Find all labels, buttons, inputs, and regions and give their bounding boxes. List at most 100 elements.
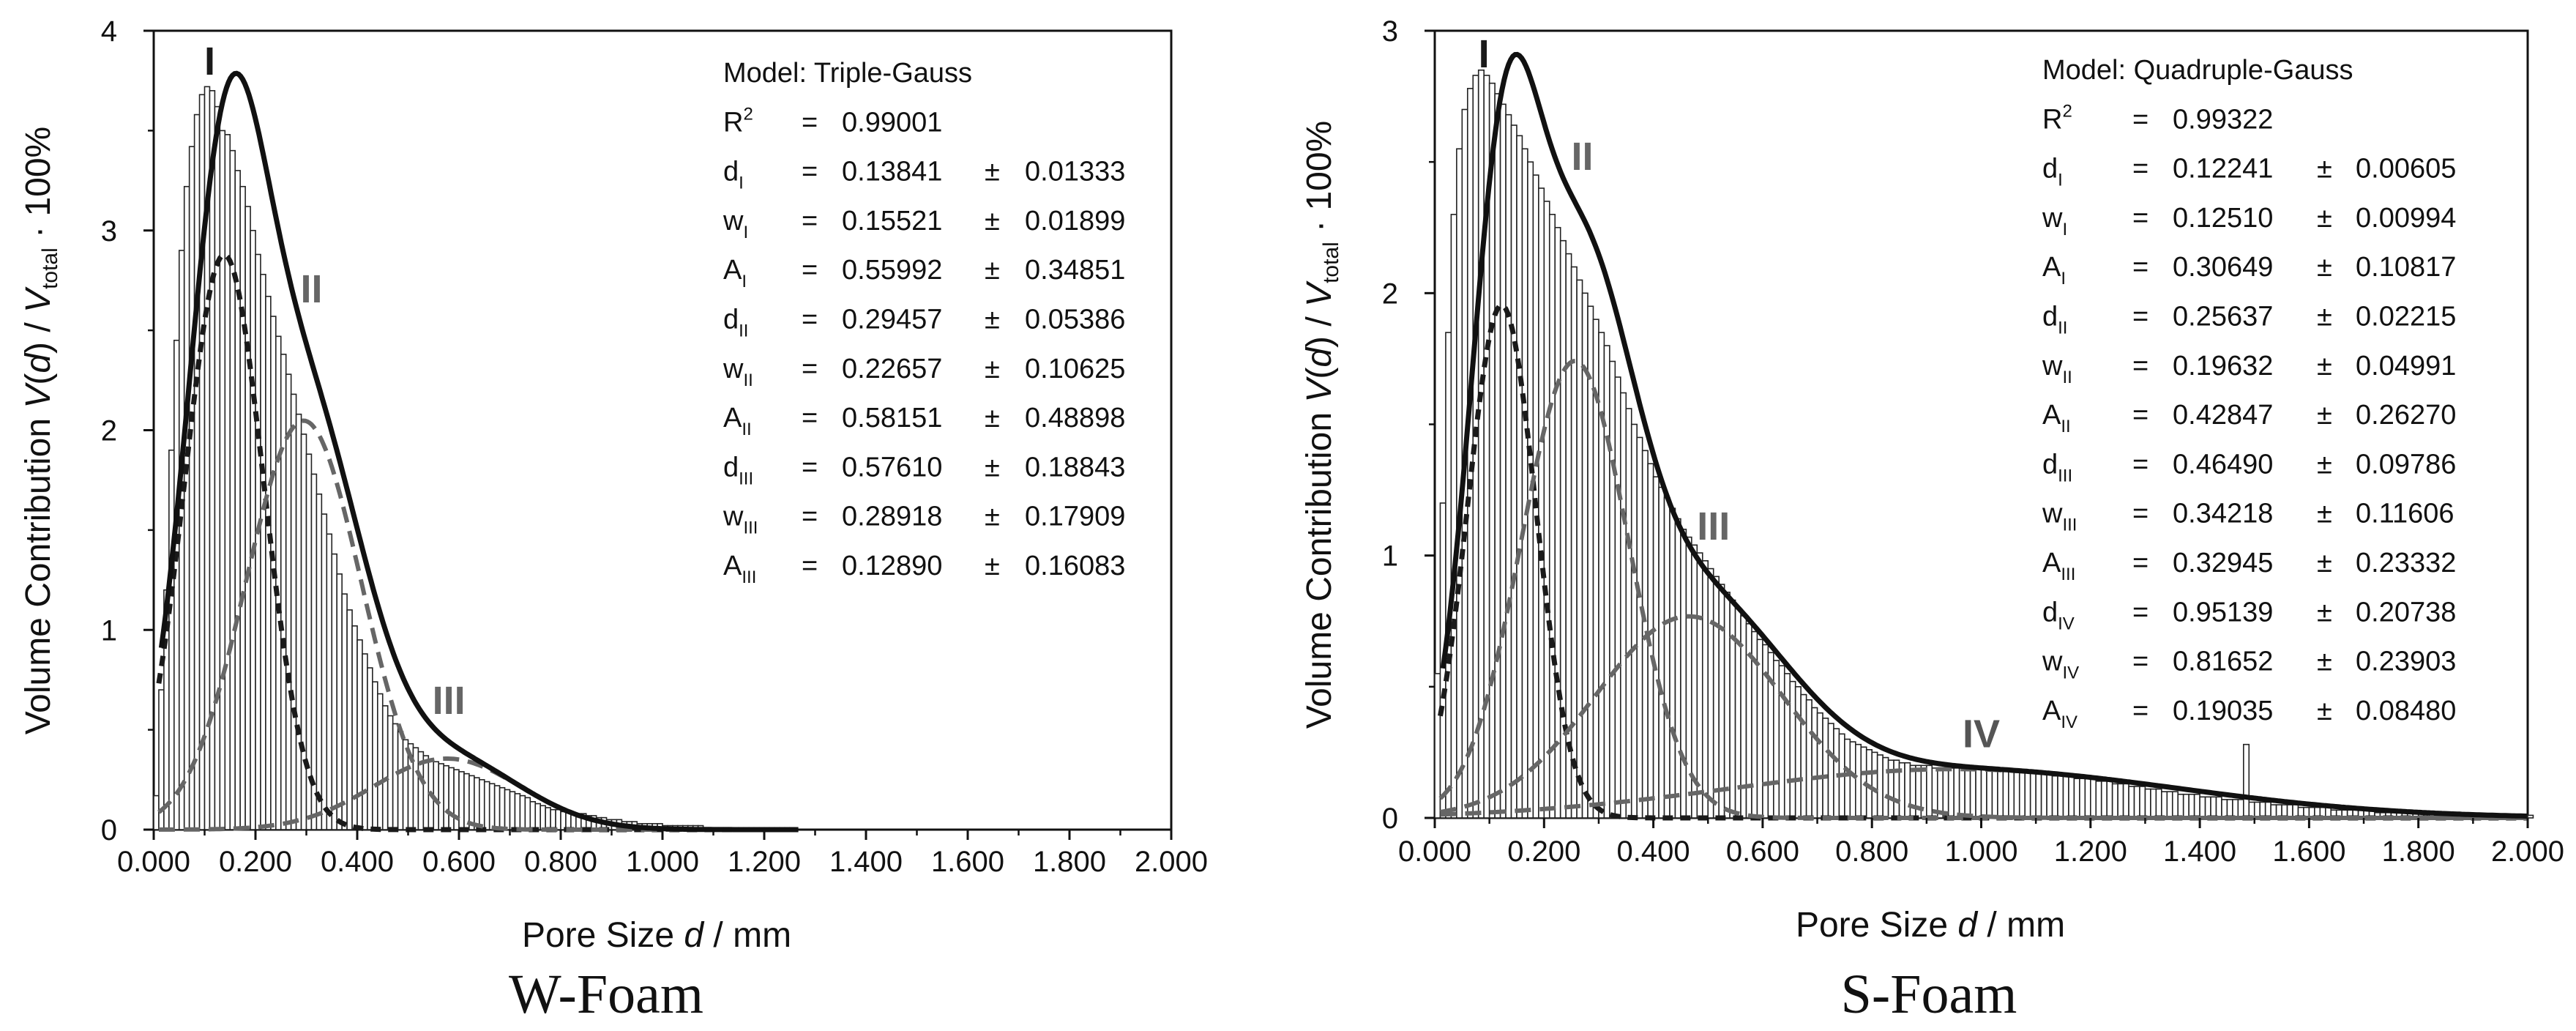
total-fit-curve-group (158, 70, 799, 833)
histogram-bar (1521, 148, 1528, 819)
histogram-bar (356, 639, 363, 830)
param-value: 0.55992 (842, 255, 942, 286)
histogram-bar (1783, 673, 1791, 819)
histogram-bar (1997, 770, 2004, 819)
param-plus-minus: ± (2317, 449, 2332, 480)
histogram-bar (2100, 781, 2108, 819)
y-ticks: 0 1 2 3 (1382, 15, 1435, 835)
x-tick-label: 1.400 (829, 846, 903, 878)
histogram-bar (1942, 767, 1949, 819)
param-equals: = (2132, 499, 2148, 529)
histogram-bar (2057, 775, 2064, 819)
param-error: 0.00605 (2356, 154, 2456, 185)
histogram-bar (2040, 773, 2047, 819)
histogram-bar (1680, 529, 1687, 819)
histogram-bar (2068, 775, 2075, 819)
param-error: 0.18843 (1025, 452, 1125, 483)
r-squared-value: 0.99322 (2173, 104, 2273, 135)
histogram-bar (2024, 770, 2031, 819)
x-tick-label: 1.600 (2272, 835, 2345, 868)
x-tick-label: 0.600 (1726, 835, 1799, 868)
param-value: 0.12241 (2173, 154, 2273, 185)
param-error: 0.09786 (2356, 449, 2456, 480)
y-tick-label: 1 (1382, 540, 1398, 573)
param-error: 0.10817 (2356, 252, 2456, 283)
histogram-bar (1849, 741, 1856, 819)
histogram-bar (2226, 799, 2233, 819)
histogram-bar (509, 791, 516, 830)
histogram-bar (1663, 497, 1670, 819)
histogram-bar (1909, 764, 1916, 819)
param-error: 0.00994 (2356, 203, 2456, 234)
histogram-bar (1926, 764, 1933, 819)
param-plus-minus: ± (985, 157, 1000, 187)
chart-caption: W-Foam (509, 964, 703, 1025)
histogram-bar (422, 755, 430, 830)
histogram-bar (2106, 781, 2113, 819)
histogram-bar (2029, 773, 2036, 819)
param-symbol: wIV (2042, 647, 2079, 683)
histogram-bar (336, 573, 343, 830)
histogram-bar (1630, 423, 1638, 819)
x-ticks: 0.000 0.200 0.400 0.600 0.800 1.000 1.200 1.400… (1398, 818, 2564, 868)
param-equals: = (2132, 154, 2148, 185)
x-tick-label: 0.600 (422, 846, 496, 878)
x-tick-label: 1.800 (2382, 835, 2455, 868)
param-plus-minus: ± (2317, 154, 2332, 185)
param-equals: = (2132, 351, 2148, 381)
param-equals: = (802, 354, 818, 384)
histogram-bar (1811, 707, 1818, 819)
histogram-bar (1855, 743, 1862, 819)
histogram-bar (1871, 751, 1878, 819)
histogram-bar (168, 449, 175, 830)
histogram-bar (2232, 799, 2239, 819)
histogram-bar (1701, 560, 1709, 819)
histogram-bar (1499, 103, 1507, 819)
param-error: 0.23332 (2356, 548, 2456, 578)
param-plus-minus: ± (2317, 302, 2332, 332)
y-tick-label: 1 (101, 614, 117, 647)
histogram-bar (555, 808, 561, 830)
histogram-bar (448, 767, 455, 830)
histogram-bar (1964, 767, 1971, 819)
param-equals: = (2132, 548, 2148, 578)
histogram-bar (2171, 791, 2179, 819)
histogram-bar (560, 811, 567, 830)
param-plus-minus: ± (985, 354, 1000, 384)
histogram-bar (540, 805, 546, 830)
histogram-bar (1554, 226, 1561, 819)
histogram-bar (493, 785, 501, 830)
histogram-bar (1778, 665, 1785, 819)
histogram-bar (488, 783, 496, 830)
histogram-bar (1548, 214, 1556, 819)
param-equals: = (802, 403, 818, 433)
param-value: 0.34218 (2173, 499, 2273, 529)
histogram-bar (1532, 174, 1539, 819)
histogram-bar (1882, 756, 1889, 819)
y-axis-label: Volume Contribution V(d) / Vtotal · 100% (1300, 121, 1343, 729)
y-tick-label: 3 (101, 215, 117, 247)
histogram-bar (1876, 754, 1884, 819)
histogram-bar (1969, 767, 1976, 819)
param-symbol: dI (723, 157, 744, 193)
histogram-bar (504, 789, 511, 830)
histogram-bar (239, 185, 246, 830)
y-tick-label: 0 (101, 814, 117, 846)
histogram-bar (2177, 793, 2184, 819)
x-tick-label: 2.000 (1135, 846, 1208, 878)
histogram-bar (376, 693, 384, 830)
total-fit-curve (158, 70, 799, 833)
param-symbol: dIII (2042, 449, 2072, 485)
histogram-bar (2150, 788, 2157, 819)
x-tick-label: 0.800 (524, 846, 597, 878)
param-plus-minus: ± (2317, 696, 2332, 726)
histogram-bar (244, 206, 251, 830)
histogram-bar (367, 667, 373, 830)
histogram-bar (2215, 796, 2222, 819)
histogram-bar (193, 113, 201, 830)
histogram-bar (2117, 783, 2124, 819)
histogram-bar (2008, 770, 2015, 819)
histogram-bar (316, 493, 323, 830)
model-label: Model: Triple-Gauss (723, 58, 972, 89)
